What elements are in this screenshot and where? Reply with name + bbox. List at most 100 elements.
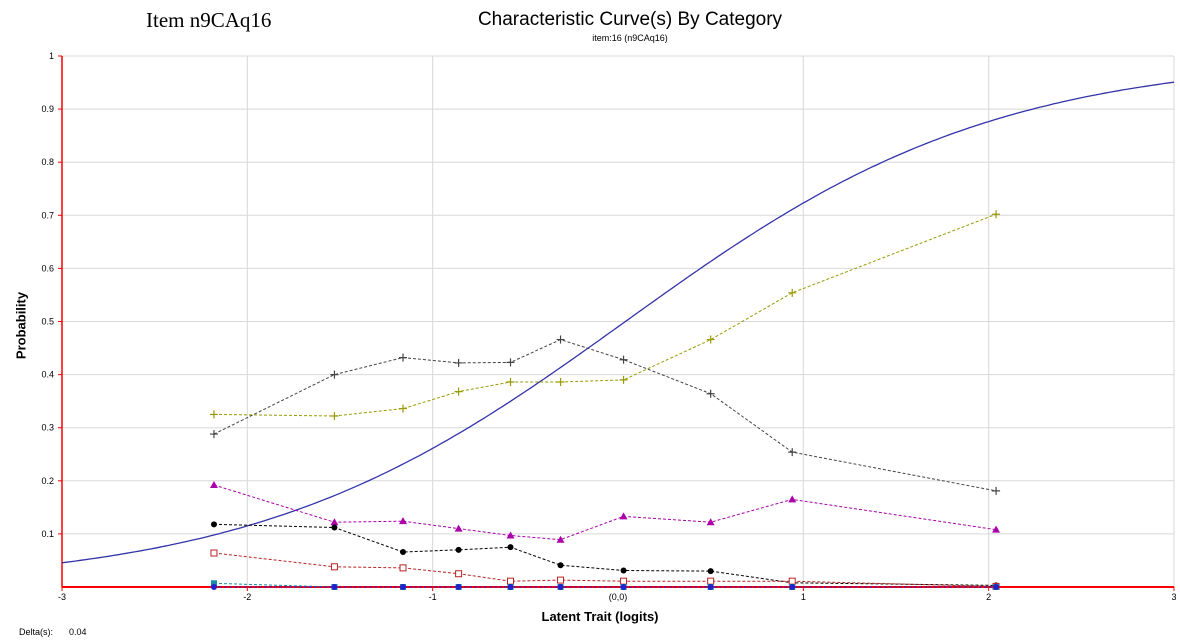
series-line bbox=[213, 484, 997, 541]
x-axis-label: Latent Trait (logits) bbox=[541, 609, 659, 624]
grid-lines bbox=[62, 55, 1175, 587]
dot-marker bbox=[557, 562, 564, 569]
dot-marker bbox=[707, 584, 714, 590]
y-tick-label: 0.3 bbox=[41, 423, 54, 433]
y-tick-label: 0.5 bbox=[41, 317, 54, 327]
y-tick-label: 0.6 bbox=[41, 263, 54, 273]
delta-label: Delta(s): bbox=[19, 627, 54, 637]
dot-marker bbox=[455, 584, 462, 590]
series-5 bbox=[210, 549, 1000, 590]
square-open-marker bbox=[330, 563, 338, 571]
x-tick-label: -3 bbox=[58, 592, 66, 602]
square-open-marker bbox=[557, 576, 565, 584]
y-tick-label: 0.2 bbox=[41, 476, 54, 486]
tick-labels: 0.1 0.2 0.3 0.4 0.5 0.6 0.7 0.8 0.9 1 -3 -2 -1 1 2 3 (0,… bbox=[41, 51, 1176, 602]
origin-label: (0,0) bbox=[609, 592, 628, 602]
x-tick-label: 1 bbox=[801, 592, 806, 602]
series-6 bbox=[210, 580, 1000, 590]
plus-marker bbox=[506, 358, 515, 367]
triangle-marker bbox=[706, 518, 715, 526]
plus-marker bbox=[209, 430, 218, 439]
x-tick-label: 3 bbox=[1171, 592, 1176, 602]
plus-marker bbox=[788, 448, 797, 457]
plus-marker bbox=[556, 335, 565, 344]
delta-value: 0.04 bbox=[69, 627, 87, 637]
dot-marker bbox=[620, 584, 627, 590]
plus-marker bbox=[399, 353, 408, 362]
square-open-marker bbox=[210, 549, 218, 557]
dot-marker bbox=[557, 584, 564, 590]
series-2 bbox=[209, 335, 1001, 495]
dot-marker bbox=[331, 584, 338, 590]
dot-marker bbox=[993, 584, 1000, 590]
model-expected-curve bbox=[61, 81, 1175, 564]
series-line bbox=[213, 552, 997, 587]
axes bbox=[58, 55, 1175, 591]
triangle-marker bbox=[209, 481, 218, 489]
plus-marker bbox=[556, 378, 565, 387]
item-label: Item n9CAq16 bbox=[146, 8, 272, 32]
series-line bbox=[213, 523, 997, 586]
triangle-marker bbox=[506, 531, 515, 539]
plus-marker bbox=[330, 412, 339, 421]
plus-marker bbox=[454, 387, 463, 396]
dot-marker bbox=[210, 521, 217, 528]
dot-marker bbox=[507, 544, 514, 551]
series-3 bbox=[209, 481, 1001, 543]
square-open-marker bbox=[707, 577, 715, 585]
square-open-marker bbox=[620, 577, 628, 585]
dot-marker bbox=[210, 584, 217, 590]
triangle-marker bbox=[330, 518, 339, 526]
triangle-marker bbox=[788, 495, 797, 503]
dot-marker bbox=[400, 584, 407, 590]
triangle-marker bbox=[619, 512, 628, 520]
y-tick-label: 0.7 bbox=[41, 210, 54, 220]
x-tick-label: 2 bbox=[986, 592, 991, 602]
y-tick-label: 0.4 bbox=[41, 370, 54, 380]
chart-subtitle: item:16 (n9CAq16) bbox=[592, 33, 668, 43]
series-1 bbox=[209, 210, 1001, 421]
series-7 bbox=[210, 584, 1000, 590]
square-open-marker bbox=[507, 577, 515, 585]
plus-marker bbox=[209, 410, 218, 419]
square-open-marker bbox=[455, 570, 463, 578]
y-tick-label: 0.8 bbox=[41, 157, 54, 167]
series-line bbox=[213, 339, 997, 492]
model-curve-layer bbox=[61, 81, 1175, 564]
series-line bbox=[213, 213, 997, 417]
dot-marker bbox=[400, 548, 407, 555]
y-tick-label: 0.1 bbox=[41, 529, 54, 539]
triangle-marker bbox=[992, 525, 1001, 533]
plus-marker bbox=[454, 358, 463, 367]
dot-marker bbox=[707, 568, 714, 575]
plus-marker bbox=[399, 404, 408, 413]
dot-marker bbox=[507, 584, 514, 590]
triangle-marker bbox=[556, 535, 565, 543]
plus-marker bbox=[992, 210, 1001, 219]
triangle-marker bbox=[399, 517, 408, 525]
square-marker bbox=[210, 580, 217, 587]
x-tick-label: -2 bbox=[243, 592, 251, 602]
dot-marker bbox=[455, 546, 462, 553]
plus-marker bbox=[506, 378, 515, 387]
square-open-marker bbox=[399, 564, 407, 572]
triangle-marker bbox=[454, 524, 463, 532]
plus-marker bbox=[992, 486, 1001, 495]
plus-marker bbox=[619, 375, 628, 384]
plus-marker bbox=[330, 370, 339, 379]
plus-marker bbox=[788, 288, 797, 297]
square-open-marker bbox=[788, 577, 796, 585]
dot-marker bbox=[620, 567, 627, 574]
dot-marker bbox=[789, 584, 796, 590]
y-tick-label: 1 bbox=[49, 51, 54, 61]
plus-marker bbox=[706, 389, 715, 398]
dot-marker bbox=[331, 524, 338, 531]
series-4 bbox=[210, 521, 1000, 589]
chart-title: Characteristic Curve(s) By Category bbox=[477, 9, 783, 30]
x-tick-label: -1 bbox=[429, 592, 437, 602]
plus-marker bbox=[706, 335, 715, 344]
series-layer bbox=[209, 210, 1001, 590]
plus-marker bbox=[619, 355, 628, 364]
y-tick-label: 0.9 bbox=[41, 104, 54, 114]
